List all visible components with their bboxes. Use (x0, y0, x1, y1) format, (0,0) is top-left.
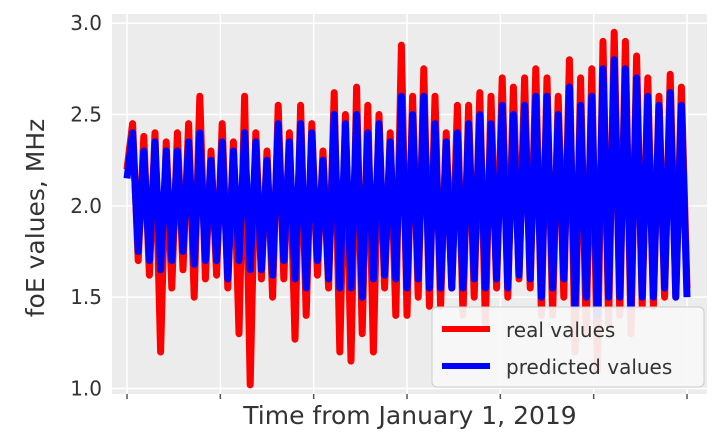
series-layer (123, 28, 691, 389)
legend-label-real: real values (506, 318, 615, 342)
y-tick-label-1: 1.5 (70, 285, 102, 309)
y-tick-label-0: 1.0 (70, 377, 102, 401)
y-axis-ticks: 1.0 1.5 2.0 2.5 3.0 (70, 11, 102, 400)
y-tick-label-4: 3.0 (70, 11, 102, 35)
series-line-predicted (123, 56, 691, 319)
y-axis-label: foE values, MHz (21, 119, 50, 318)
legend: real values predicted values (431, 306, 705, 388)
y-tick-label-3: 2.5 (70, 102, 102, 126)
x-axis-label: Time from January 1, 2019 (242, 401, 576, 430)
legend-box (431, 306, 705, 388)
y-tick-label-2: 2.0 (70, 194, 102, 218)
legend-label-predicted: predicted values (506, 355, 672, 379)
